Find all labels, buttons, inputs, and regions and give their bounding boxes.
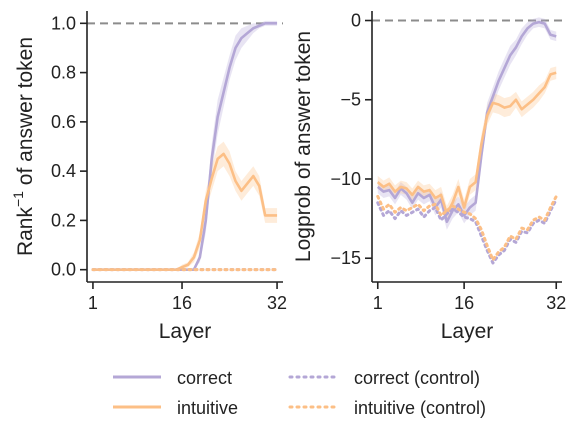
legend-label-correct: correct	[177, 368, 232, 388]
x-tick-label: 16	[172, 293, 192, 313]
y-tick-label: 0	[351, 11, 361, 31]
logprob-chart: 1 16 32 0 −5 −10 −15 Layer Logprob of answer tok…	[292, 11, 566, 343]
legend-label-intuitive: intuitive	[177, 398, 238, 418]
x-tick-label: 32	[267, 293, 287, 313]
y-axis-label: Rank−1 of answer token	[10, 37, 37, 256]
x-tick-label: 1	[373, 293, 383, 313]
legend-label-intuitive-control: intuitive (control)	[354, 398, 486, 418]
band-correct	[92, 20, 278, 270]
y-tick-label: 0.2	[51, 210, 76, 230]
band-intuitive	[92, 141, 278, 270]
x-tick-label: 16	[454, 293, 474, 313]
y-tick-label: 0.4	[51, 161, 76, 181]
y-tick-label: −15	[330, 248, 361, 268]
y-axis-label-superscript: −1	[10, 191, 26, 207]
series-line-correct	[92, 22, 278, 271]
x-tick-label: 32	[546, 293, 566, 313]
x-tick-label: 1	[88, 293, 98, 313]
legend: correct intuitive correct (control) intuiti…	[113, 368, 486, 418]
y-axis-label: Logprob of answer token	[292, 31, 315, 262]
x-axis-label: Layer	[159, 320, 212, 343]
y-axis-label-rest: of answer token	[14, 37, 37, 191]
series-line-intuitive	[376, 71, 557, 216]
y-tick-label: 0.8	[51, 63, 76, 83]
y-tick-label: −5	[340, 90, 361, 110]
series-line-correct	[376, 20, 557, 224]
y-tick-label: −10	[330, 169, 361, 189]
y-tick-label: 0.0	[51, 260, 76, 280]
rank-chart: 1 16 32 0.0 0.2 0.4 0.6 0.8 1.0 Layer Rank−1 of an…	[10, 11, 287, 343]
y-tick-label: 1.0	[51, 13, 76, 33]
y-tick-label: 0.6	[51, 112, 76, 132]
x-axis-label: Layer	[441, 320, 494, 343]
legend-label-correct-control: correct (control)	[354, 368, 480, 388]
series-line-intuitive-control	[376, 194, 558, 262]
series-line-correct-control	[376, 198, 558, 265]
y-axis-label-base: Rank	[14, 207, 37, 257]
